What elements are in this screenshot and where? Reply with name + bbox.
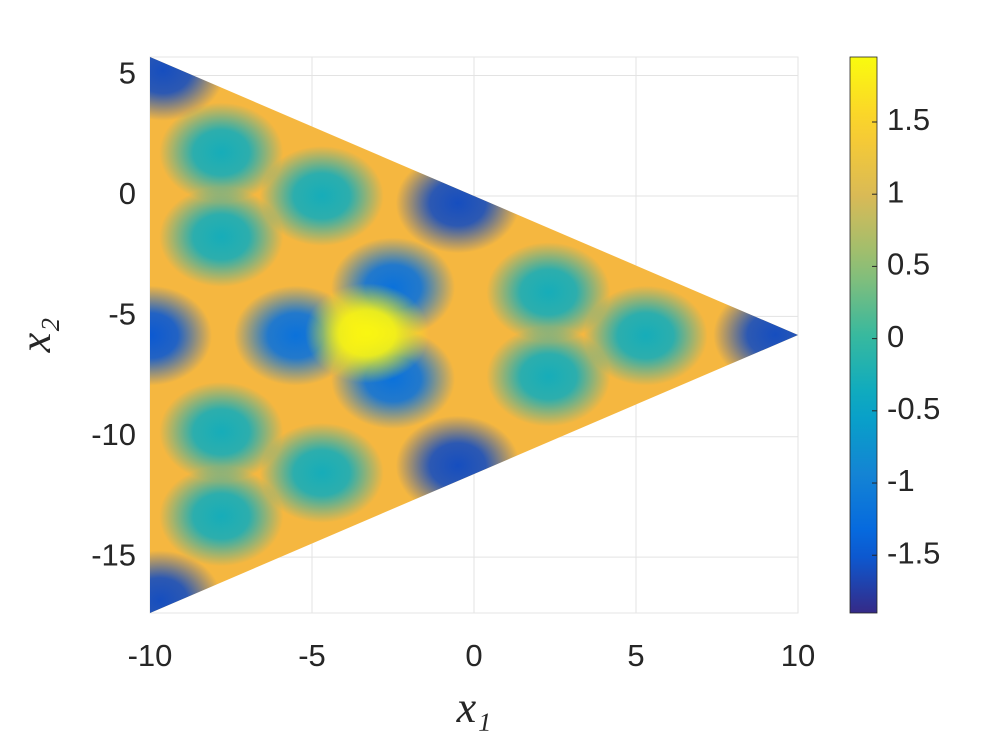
y-axis-label: x₂ [11,318,60,354]
y-tick-label: -5 [108,297,136,332]
x-tick-label: 10 [781,638,815,673]
y-tick-label: -15 [91,537,136,572]
colorbar-tick-label: 1 [887,174,904,209]
x-axis-label: x₁ [456,683,492,732]
field-extremum [150,57,225,121]
field-extremum [486,242,611,343]
x-tick-label: 5 [627,638,644,673]
colorbar-tick-label: 1.5 [887,102,930,137]
colorbar [849,56,878,614]
x-tick-label: -10 [128,638,173,673]
field-extremum [159,186,284,287]
field-extremum [159,466,284,567]
field-extremum [150,285,212,386]
colorbar-tick-label: -1.5 [887,535,940,570]
colorbar-tick-label: -1 [887,463,915,498]
x-tick-label: 0 [465,638,482,673]
y-tick-label: -10 [91,417,136,452]
x-tick-label: -5 [298,638,326,673]
field-extremum [259,145,384,246]
colorbar-tick-label: -0.5 [887,391,940,426]
y-tick-label: 5 [119,56,136,91]
y-tick-label: 0 [119,176,136,211]
field-extremum [259,422,384,523]
field-extremum [159,102,284,203]
colorbar-tick-label: 0.5 [887,247,930,282]
field-extremum [583,285,708,386]
field-extremum [159,381,284,482]
colorbar-tick-label: 0 [887,319,904,354]
field-extremum [150,550,222,613]
field-extremum [305,283,430,384]
field-extremum [486,326,611,427]
